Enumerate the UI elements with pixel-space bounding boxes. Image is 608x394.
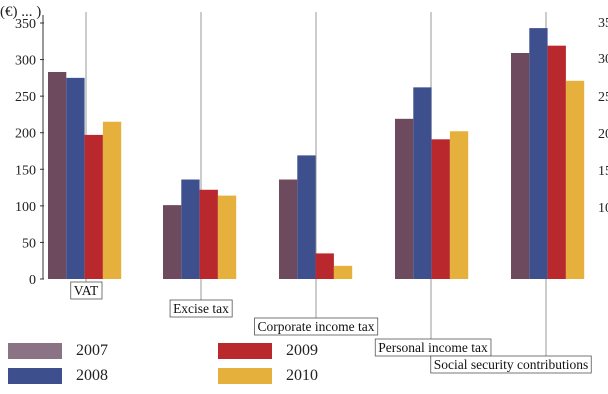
category-label: Corporate income tax xyxy=(258,319,375,334)
category-label-box xyxy=(70,281,103,300)
y-tick-label: 50 xyxy=(22,236,36,251)
bar-2009-0 xyxy=(84,134,103,279)
y-tick-label: 350 xyxy=(15,17,36,32)
legend-swatch xyxy=(218,368,272,384)
bar-2008-2 xyxy=(297,155,316,279)
legend-label: 2009 xyxy=(286,342,318,359)
category-label-box xyxy=(254,317,379,336)
category-labels-layer: VAT Excise tax Corporate income taxPersona… xyxy=(70,281,592,374)
bar-2009-4 xyxy=(547,45,566,279)
right-tick-label: 15 xyxy=(598,164,608,179)
category-label: Personal income tax xyxy=(378,340,488,355)
y-tick-label: 200 xyxy=(15,127,36,142)
y-tick-label: 250 xyxy=(15,90,36,105)
bar-2007-3 xyxy=(395,118,414,280)
y-ticks-layer: 0 50 100 150 200 250 300 350 xyxy=(15,15,44,288)
legend-label: 2008 xyxy=(76,367,108,384)
y-tick-label: 0 xyxy=(29,273,36,288)
legend-item-2010: 2010 xyxy=(218,367,318,385)
legend-label: 2007 xyxy=(76,342,108,359)
legend-swatch xyxy=(218,343,272,359)
category-label: Social security contributions xyxy=(434,357,588,372)
bar-2010-0 xyxy=(102,121,122,279)
category-label-box xyxy=(430,355,592,374)
bar-2009-3 xyxy=(431,139,450,279)
legend-swatch xyxy=(8,368,62,384)
category-label: VAT xyxy=(74,283,99,298)
category-label-box xyxy=(169,299,233,318)
right-tick-label: 10 xyxy=(598,201,608,216)
bar-2007-1 xyxy=(163,205,182,279)
legend-item-2008: 2008 xyxy=(8,367,108,385)
bars-layer xyxy=(48,28,585,280)
legend-item-2009: 2009 xyxy=(218,342,318,360)
right-tick-label: 20 xyxy=(598,127,608,142)
y-tick-label: 300 xyxy=(15,54,36,69)
y-tick-label: 100 xyxy=(15,200,36,215)
y-tick-label: 150 xyxy=(15,163,36,178)
bar-2010-1 xyxy=(217,195,237,279)
bar-2008-1 xyxy=(181,179,200,279)
bar-2010-2 xyxy=(333,265,353,279)
bar-2008-0 xyxy=(66,77,85,279)
bar-2008-4 xyxy=(529,28,548,280)
bar-2009-2 xyxy=(315,253,334,279)
legend-swatch xyxy=(8,343,62,359)
grid-layer xyxy=(84,12,548,360)
bar-2007-4 xyxy=(511,52,530,279)
right-tick-label: 35 xyxy=(598,16,608,31)
right-tick-label: 30 xyxy=(598,52,608,67)
bar-2007-0 xyxy=(48,72,67,280)
bar-2009-1 xyxy=(199,189,218,279)
bar-2010-3 xyxy=(449,131,469,279)
legend-item-2007: 2007 xyxy=(8,342,108,360)
right-ticks-layer: 10 15 20 25 30 35 xyxy=(598,16,608,216)
chart-title: (€) ... ) xyxy=(0,4,41,20)
bar-2010-4 xyxy=(565,80,585,279)
category-label: Excise tax xyxy=(173,301,229,316)
bar-2008-3 xyxy=(413,87,432,279)
bar-2007-2 xyxy=(279,179,298,279)
legend-label: 2010 xyxy=(286,367,318,384)
right-tick-label: 25 xyxy=(598,90,608,105)
